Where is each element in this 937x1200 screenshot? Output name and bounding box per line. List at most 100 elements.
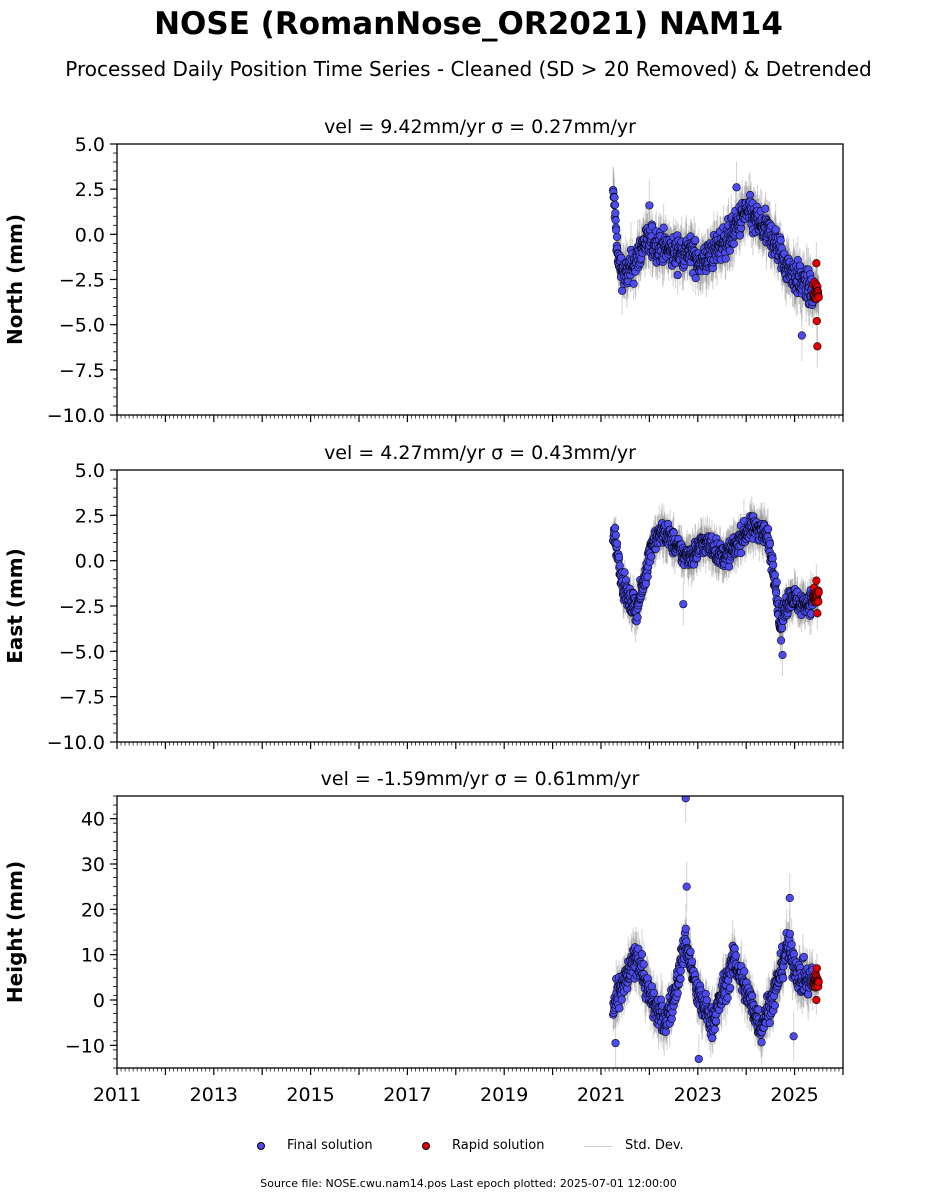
y-tick-label: −10.0 [47,405,105,427]
panel-1: vel = 9.42mm/yr σ = 0.27mm/yr North (mm) 5… [3,116,844,427]
y-tick-label: 5.0 [75,134,105,156]
y-tick-label: 40 [81,809,105,831]
y-axis-label: East (mm) [3,548,27,664]
rapid-solution-point [813,609,822,618]
final-solution-point [637,950,647,959]
final-solution-point [721,254,730,263]
final-solution-point [747,991,757,1000]
x-tick-label: 2013 [190,1084,238,1106]
y-tick-label: −5.0 [59,315,105,337]
final-solution-point [735,231,745,240]
final-solution-point [740,967,749,976]
final-solution-point [614,553,624,562]
final-solution-point [763,524,773,534]
final-solution-point [641,579,651,588]
rapid-solution-point [812,576,821,585]
final-solution-point [765,539,775,548]
final-solution-point [676,966,685,975]
panel-title: vel = -1.59mm/yr σ = 0.61mm/yr [321,768,640,790]
final-solution-point [620,568,629,577]
final-solution-point [765,1018,774,1028]
final-solution-point [639,960,648,969]
y-tick-label: −2.5 [59,596,105,618]
y-axis-label: North (mm) [3,214,27,345]
y-tick-label: −5.0 [59,641,105,663]
final-solution-point [691,274,700,283]
y-axis-label: Height (mm) [3,861,27,1003]
page-subtitle: Processed Daily Position Time Series - C… [65,57,872,81]
final-solution-point [724,562,734,571]
final-solution-point [659,223,668,232]
x-tick-label: 2017 [383,1084,431,1106]
final-solution-point [772,578,781,587]
x-tick-label: 2023 [674,1084,722,1106]
final-solution-point [776,236,785,245]
final-solution-point [757,1038,766,1047]
panel-title: vel = 4.27mm/yr σ = 0.43mm/yr [324,442,636,464]
x-tick-label: 2015 [286,1084,334,1106]
page-title: NOSE (RomanNose_OR2021) NAM14 [154,6,783,42]
data-layer [609,496,823,677]
final-solution-point [723,993,732,1002]
final-solution-point [633,613,642,622]
final-solution-point [618,286,627,295]
final-solution-point [645,201,654,210]
final-solution-point [610,523,620,532]
x-tick-label: 2019 [480,1084,528,1106]
final-solution-point [729,239,738,248]
final-solution-point [725,246,734,255]
final-solution-point [611,531,620,540]
final-solution-point [673,270,682,280]
final-solution-point [617,995,626,1004]
final-solution-point [737,548,746,558]
final-solution-point [676,974,685,983]
final-solution-point [612,539,622,548]
plot-frame [116,143,844,416]
x-tick-label: 2011 [93,1084,141,1106]
y-tick-label: 20 [81,899,105,921]
final-solution-point [730,944,739,953]
final-solution-point [647,552,656,561]
final-solution-point [708,1033,717,1043]
data-layer [609,161,823,368]
y-tick-label: 10 [81,945,105,967]
y-tick-label: −10 [65,1035,105,1057]
final-solution-point [679,600,688,609]
final-solution-point [611,208,620,218]
plot-frame [116,469,844,743]
rapid-solution-point [814,588,823,597]
final-solution-point [754,1005,763,1014]
final-solution-point [710,1025,719,1034]
rapid-solution-point [812,259,821,268]
y-tick-label: 0.0 [75,551,105,573]
final-solution-point [673,989,682,998]
y-tick-label: 30 [81,854,105,876]
final-solution-point [769,560,778,570]
y-tick-label: 5.0 [75,460,105,482]
rapid-solution-point [814,597,823,606]
final-solution-point [610,200,620,209]
y-tick-label: 0.0 [75,224,105,246]
final-solution-point [611,216,620,225]
final-solution-point [643,572,652,581]
y-tick-label: −7.5 [59,360,105,382]
y-tick-label: −10.0 [47,732,105,754]
final-solution-point [667,1014,676,1023]
final-solution-point [712,1017,721,1026]
panel-3: vel = -1.59mm/yr σ = 0.61mm/yr Height (mm… [3,768,844,1106]
final-solution-point [668,1008,677,1017]
final-solution-point [681,924,690,933]
y-tick-label: −2.5 [59,270,105,292]
panel-2: vel = 4.27mm/yr σ = 0.43mm/yr East (mm) 5.… [3,442,844,754]
final-solution-point [778,623,787,632]
final-solution-point [702,996,711,1005]
final-solution-point [778,650,787,660]
y-tick-label: 0 [93,990,105,1012]
y-tick-label: 2.5 [75,505,105,527]
final-solution-point [687,957,697,966]
final-solution-point [770,1001,779,1010]
rapid-solution-point [813,342,822,351]
x-tick-label: 2021 [577,1084,625,1106]
panel-title: vel = 9.42mm/yr σ = 0.27mm/yr [324,116,636,138]
